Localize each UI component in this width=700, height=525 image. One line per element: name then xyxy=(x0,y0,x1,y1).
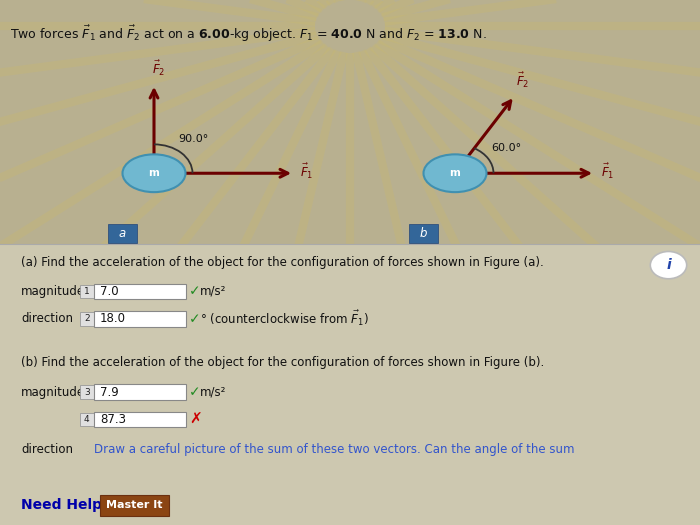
FancyBboxPatch shape xyxy=(80,413,94,426)
Text: ✗: ✗ xyxy=(189,412,202,427)
Text: Two forces $\vec{F}_1$ and $\vec{F}_2$ act on a: Two forces $\vec{F}_1$ and $\vec{F}_2$ a… xyxy=(10,24,197,43)
Text: b: b xyxy=(420,227,427,240)
Text: (a) Find the acceleration of the object for the configuration of forces shown in: (a) Find the acceleration of the object … xyxy=(21,256,544,269)
Text: magnitude: magnitude xyxy=(21,386,85,398)
Text: $\vec{F}_2$: $\vec{F}_2$ xyxy=(517,71,530,90)
Text: m: m xyxy=(148,168,160,178)
Text: m/s²: m/s² xyxy=(199,386,226,398)
Text: i: i xyxy=(666,258,671,272)
Text: ✓: ✓ xyxy=(189,312,201,326)
FancyBboxPatch shape xyxy=(94,384,186,400)
Text: $\vec{F}_1$: $\vec{F}_1$ xyxy=(601,162,614,181)
Text: m/s²: m/s² xyxy=(199,285,226,298)
Text: Two forces $\vec{F}_1$ and $\vec{F}_2$ act on a $\mathbf{6.00}$-kg object. $F_1$: Two forces $\vec{F}_1$ and $\vec{F}_2$ a… xyxy=(10,24,487,44)
FancyBboxPatch shape xyxy=(80,312,94,326)
Text: 60.0°: 60.0° xyxy=(491,143,521,153)
Text: ° (counterclockwise from $\vec{F}_1$): ° (counterclockwise from $\vec{F}_1$) xyxy=(199,309,368,328)
Text: 87.3: 87.3 xyxy=(100,413,126,426)
Text: (b) Find the acceleration of the object for the configuration of forces shown in: (b) Find the acceleration of the object … xyxy=(21,356,545,370)
Circle shape xyxy=(650,251,687,279)
Text: 7.9: 7.9 xyxy=(100,386,119,398)
Bar xyxy=(0,244,700,525)
Text: 3: 3 xyxy=(84,387,90,397)
FancyBboxPatch shape xyxy=(94,284,186,299)
FancyBboxPatch shape xyxy=(409,224,438,243)
Ellipse shape xyxy=(424,154,486,192)
Text: $\vec{F}_1$: $\vec{F}_1$ xyxy=(300,162,313,181)
FancyBboxPatch shape xyxy=(80,285,94,298)
Text: 7.0: 7.0 xyxy=(100,285,119,298)
Text: direction: direction xyxy=(21,312,73,325)
Text: 1: 1 xyxy=(84,287,90,296)
FancyBboxPatch shape xyxy=(94,311,186,327)
Text: Draw a careful picture of the sum of these two vectors. Can the angle of the sum: Draw a careful picture of the sum of the… xyxy=(94,443,575,456)
Text: $\vec{F}_2$: $\vec{F}_2$ xyxy=(151,59,164,78)
Text: Master It: Master It xyxy=(106,500,163,510)
Text: 90.0°: 90.0° xyxy=(178,133,209,143)
Text: ✓: ✓ xyxy=(189,385,201,399)
Text: 2: 2 xyxy=(84,314,90,323)
Text: 4: 4 xyxy=(84,415,90,424)
Ellipse shape xyxy=(122,154,186,192)
Text: a: a xyxy=(119,227,126,240)
Text: ✓: ✓ xyxy=(189,285,201,298)
FancyBboxPatch shape xyxy=(94,412,186,427)
FancyBboxPatch shape xyxy=(100,495,169,516)
Text: m: m xyxy=(449,168,461,178)
Text: Need Help?: Need Help? xyxy=(21,498,110,512)
FancyBboxPatch shape xyxy=(80,385,94,399)
Text: 18.0: 18.0 xyxy=(100,312,126,325)
Text: direction: direction xyxy=(21,443,73,456)
Text: magnitude: magnitude xyxy=(21,285,85,298)
FancyBboxPatch shape xyxy=(108,224,137,243)
